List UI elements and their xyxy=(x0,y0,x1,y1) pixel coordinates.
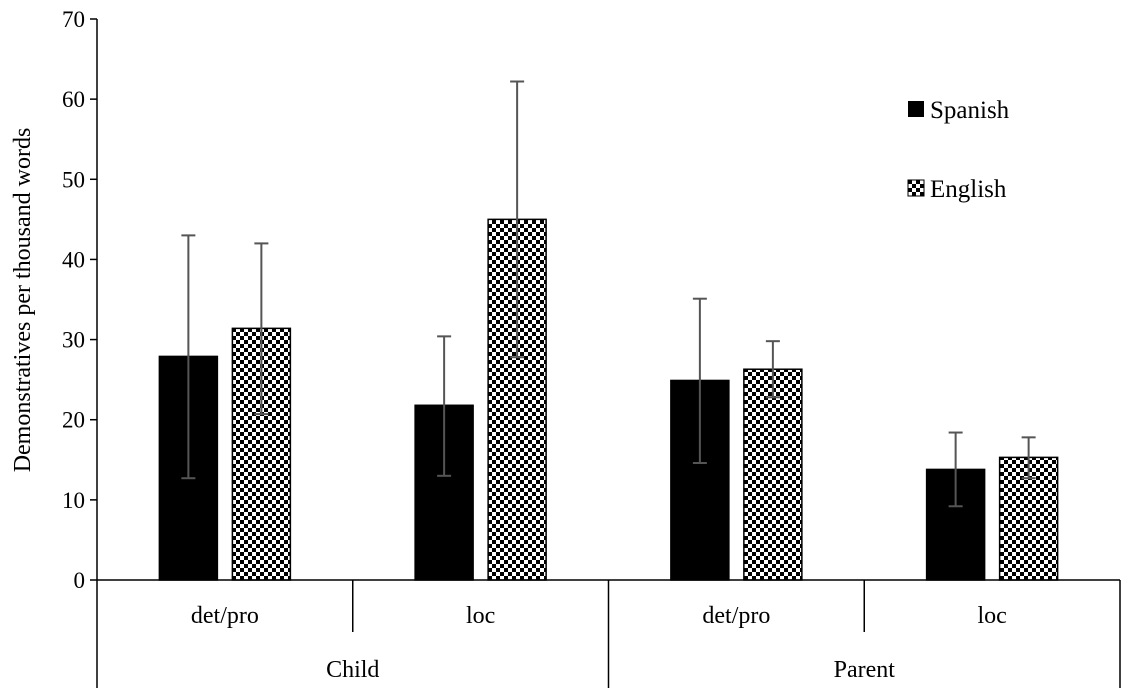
legend: Spanish English xyxy=(907,97,1010,203)
category-label: det/pro xyxy=(191,603,259,629)
bar-english-2 xyxy=(743,368,803,581)
y-tick-label: 40 xyxy=(62,247,85,272)
axes xyxy=(96,19,1121,688)
legend-label-english: English xyxy=(930,176,1007,203)
y-tick-label: 10 xyxy=(62,488,85,513)
bars xyxy=(158,218,1059,581)
category-label: loc xyxy=(977,603,1006,629)
category-label: det/pro xyxy=(702,603,770,629)
legend-swatch-english xyxy=(907,179,925,197)
legend-label-spanish: Spanish xyxy=(930,97,1010,124)
y-axis-label: Demonstratives per thousand words xyxy=(10,128,36,473)
category-label: loc xyxy=(466,603,495,629)
y-tick-label: 50 xyxy=(62,167,85,192)
category-labels: det/pro loc det/pro loc xyxy=(191,603,1007,629)
y-tick-label: 60 xyxy=(62,87,85,112)
y-tick-label: 20 xyxy=(62,408,85,433)
y-axis-ticks: 0 10 20 30 40 50 60 70 xyxy=(62,7,97,593)
y-tick-label: 30 xyxy=(62,328,85,353)
legend-swatch-spanish xyxy=(908,101,924,117)
y-tick-label: 0 xyxy=(74,568,86,593)
group-label-parent: Parent xyxy=(834,657,896,683)
group-label-child: Child xyxy=(326,657,379,683)
error-bars xyxy=(181,80,1036,508)
y-tick-label: 70 xyxy=(62,7,85,32)
group-labels: Child Parent xyxy=(326,657,895,683)
